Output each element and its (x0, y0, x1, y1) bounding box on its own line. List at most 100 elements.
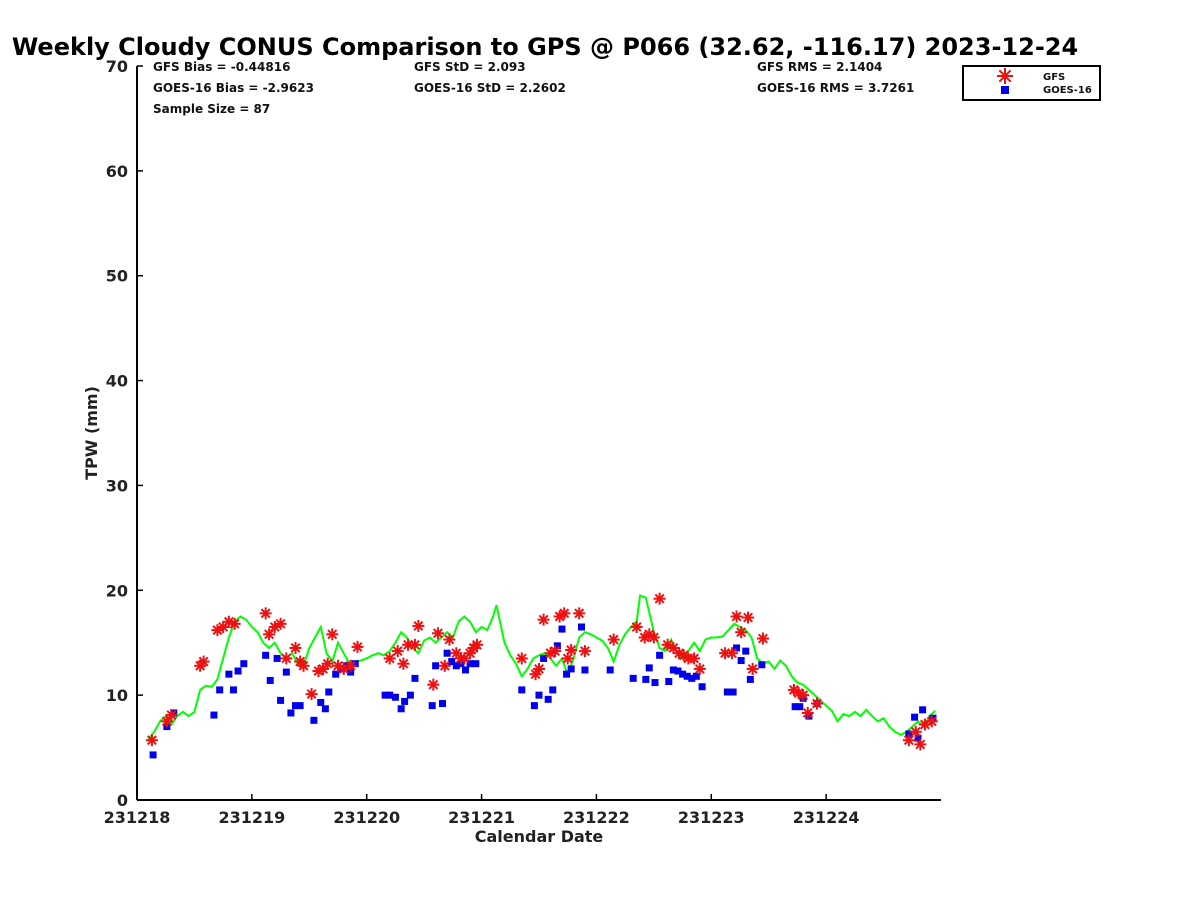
gfs-point (145, 734, 158, 747)
goes-point (287, 709, 295, 717)
goes-point (266, 676, 274, 684)
gfs-point (391, 645, 404, 658)
goes-point (401, 697, 409, 705)
gfs-point (321, 657, 334, 670)
gfs-point (383, 652, 396, 665)
goes-point (645, 664, 653, 672)
gfs-point (730, 610, 743, 623)
goes-point (439, 700, 447, 708)
legend-gfs-label: GFS (1043, 72, 1065, 83)
goes-point (332, 670, 340, 678)
gfs-point (558, 607, 571, 620)
plot-area (145, 592, 938, 759)
stat-gfs-bias: GFS Bias = -0.44816 (153, 60, 290, 74)
x-axis-label: Calendar Date (475, 827, 604, 846)
goes-point (229, 686, 237, 694)
gfs-point (756, 632, 769, 645)
stat-gfs-std: GFS StD = 2.093 (414, 60, 526, 74)
goes-point (742, 647, 750, 655)
legend-gfs-asterisk (997, 68, 1013, 84)
goes-point (919, 706, 927, 714)
gps-line (147, 594, 936, 740)
gfs-point (746, 662, 759, 675)
gfs-point (217, 620, 230, 633)
goes-point (428, 702, 436, 710)
goes-point (737, 657, 745, 665)
gfs-point (810, 697, 823, 710)
gfs-point (443, 633, 456, 646)
goes-point (452, 662, 460, 670)
axes: 0 10 20 30 40 50 60 70 231218 231219 231220 231221 2… (104, 57, 941, 827)
y-tick-label: 70 (106, 57, 128, 76)
goes-point (567, 665, 575, 673)
gfs-point (693, 662, 706, 675)
gfs-point (470, 638, 483, 651)
goes-point (723, 688, 731, 696)
goes-point (448, 658, 456, 666)
goes-point (729, 688, 737, 696)
gfs-point (573, 607, 586, 620)
goes-point (149, 751, 157, 759)
goes-point (606, 666, 614, 674)
gfs-point (797, 689, 810, 702)
goes-point (411, 674, 419, 682)
goes-point (292, 702, 300, 710)
y-tick-label: 60 (106, 162, 128, 181)
goes-point (688, 674, 696, 682)
stat-gfs-rms: GFS RMS = 2.1404 (757, 60, 882, 74)
gfs-point (274, 617, 287, 630)
goes-point (317, 698, 325, 706)
legend-box (962, 65, 1101, 101)
goes-point (351, 660, 359, 668)
goes-point (461, 666, 469, 674)
x-tick-label: 231219 (218, 808, 285, 827)
goes-point (210, 711, 218, 719)
y-axis-label: TPW (mm) (82, 386, 101, 480)
gfs-point (647, 631, 660, 644)
goes-point (432, 662, 440, 670)
goes-point (262, 651, 270, 659)
goes-point (679, 670, 687, 678)
goes-point (558, 625, 566, 633)
goes-point (796, 703, 804, 711)
goes-point (466, 660, 474, 668)
gfs-point (412, 619, 425, 632)
y-tick-label: 40 (106, 372, 128, 391)
gfs-point (305, 688, 318, 701)
stat-goes-rms: GOES-16 RMS = 3.7261 (757, 81, 914, 95)
goes-point (669, 666, 677, 674)
gfs-point (735, 626, 748, 639)
gfs-point (344, 659, 357, 672)
x-tick-label: 231223 (678, 808, 745, 827)
goes-point (692, 672, 700, 680)
gfs-point (742, 611, 755, 624)
gfs-point (197, 655, 210, 668)
goes-point (325, 688, 333, 696)
goes-point (472, 660, 480, 668)
goes-point (549, 686, 557, 694)
gfs-point (914, 738, 927, 751)
legend-goes-label: GOES-16 (1043, 85, 1092, 96)
goes-point (406, 691, 414, 699)
gfs-point (578, 645, 591, 658)
gfs-point (160, 715, 173, 728)
goes-point (397, 705, 405, 713)
goes-point (321, 705, 329, 713)
goes-point (216, 686, 224, 694)
goes-point (518, 686, 526, 694)
goes-point (642, 675, 650, 683)
goes-point (443, 649, 451, 657)
goes-point (282, 668, 290, 676)
goes-point (234, 667, 242, 675)
gfs-point (515, 652, 528, 665)
y-tick-label: 30 (106, 476, 128, 495)
goes-point (273, 654, 281, 662)
gfs-point (533, 662, 545, 675)
goes-point (911, 713, 919, 721)
goes-point (530, 702, 538, 710)
stat-sample-size: Sample Size = 87 (153, 102, 270, 116)
goes-point (791, 703, 799, 711)
goes-point (656, 651, 664, 659)
gfs-point (725, 647, 738, 660)
goes-point (746, 675, 754, 683)
